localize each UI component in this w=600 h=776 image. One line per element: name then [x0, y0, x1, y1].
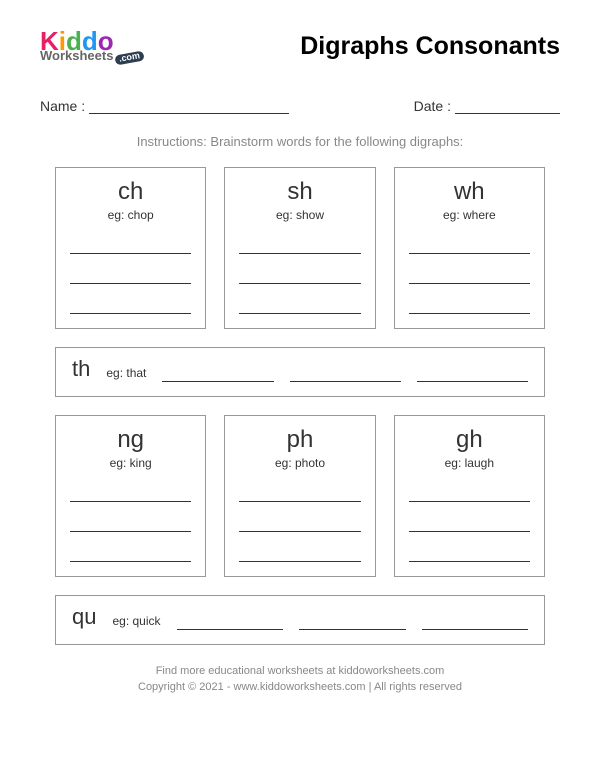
digraph-box-ch: ch eg: chop: [55, 167, 206, 329]
example-text: eg: that: [106, 366, 146, 380]
logo-sub-text: Worksheets: [40, 48, 113, 63]
example-text: eg: laugh: [409, 456, 530, 470]
logo-ext: .com: [115, 51, 145, 66]
digraph-box-ph: ph eg: photo: [224, 415, 375, 577]
footer: Find more educational worksheets at kidd…: [40, 663, 560, 696]
answer-line[interactable]: [70, 266, 191, 284]
digraph-box-gh: gh eg: laugh: [394, 415, 545, 577]
answer-line[interactable]: [299, 612, 406, 630]
page-title: Digraphs Consonants: [300, 32, 560, 61]
answer-line[interactable]: [239, 296, 360, 314]
instructions: Instructions: Brainstorm words for the f…: [40, 134, 560, 149]
example-text: eg: show: [239, 208, 360, 222]
digraph-label: ph: [239, 426, 360, 454]
digraph-box-ng: ng eg: king: [55, 415, 206, 577]
digraph-label: sh: [239, 178, 360, 206]
answer-line[interactable]: [70, 484, 191, 502]
logo-subtitle: Worksheets.com: [40, 50, 144, 63]
digraph-box-sh: sh eg: show: [224, 167, 375, 329]
answer-line[interactable]: [70, 514, 191, 532]
answer-line[interactable]: [417, 364, 528, 382]
date-label: Date :: [414, 98, 451, 114]
worksheet-content: ch eg: chop sh eg: show wh eg: where th …: [40, 167, 560, 645]
answer-line[interactable]: [177, 612, 284, 630]
form-row: Name : Date :: [40, 98, 560, 114]
digraph-box-qu: qu eg: quick: [55, 595, 545, 645]
answer-line[interactable]: [239, 514, 360, 532]
digraph-grid-top: ch eg: chop sh eg: show wh eg: where: [55, 167, 545, 329]
answer-line[interactable]: [70, 236, 191, 254]
name-field: Name :: [40, 98, 289, 114]
answer-line[interactable]: [409, 484, 530, 502]
answer-line[interactable]: [239, 236, 360, 254]
answer-line[interactable]: [239, 544, 360, 562]
logo: Kiddo Worksheets.com: [40, 30, 144, 63]
answer-line[interactable]: [70, 544, 191, 562]
header: Kiddo Worksheets.com Digraphs Consonants: [40, 30, 560, 63]
answer-line[interactable]: [409, 296, 530, 314]
answer-line[interactable]: [239, 266, 360, 284]
digraph-label: ng: [70, 426, 191, 454]
date-input-line[interactable]: [455, 98, 560, 114]
answer-line[interactable]: [409, 544, 530, 562]
digraph-box-th: th eg: that: [55, 347, 545, 397]
answer-line[interactable]: [70, 296, 191, 314]
footer-line-2: Copyright © 2021 - www.kiddoworksheets.c…: [40, 679, 560, 696]
example-text: eg: photo: [239, 456, 360, 470]
answer-line[interactable]: [409, 514, 530, 532]
example-text: eg: chop: [70, 208, 191, 222]
example-text: eg: king: [70, 456, 191, 470]
digraph-label: wh: [409, 178, 530, 206]
date-field: Date :: [414, 98, 560, 114]
name-input-line[interactable]: [89, 98, 289, 114]
digraph-label: gh: [409, 426, 530, 454]
answer-line[interactable]: [409, 266, 530, 284]
example-text: eg: quick: [112, 614, 160, 628]
digraph-grid-bottom: ng eg: king ph eg: photo gh eg: laugh: [55, 415, 545, 577]
answer-line[interactable]: [239, 484, 360, 502]
example-text: eg: where: [409, 208, 530, 222]
answer-line[interactable]: [409, 236, 530, 254]
answer-line[interactable]: [290, 364, 401, 382]
answer-line[interactable]: [422, 612, 529, 630]
digraph-label: ch: [70, 178, 191, 206]
answer-line[interactable]: [162, 364, 273, 382]
name-label: Name :: [40, 98, 85, 114]
footer-line-1: Find more educational worksheets at kidd…: [40, 663, 560, 680]
digraph-label: th: [72, 356, 90, 382]
digraph-label: qu: [72, 604, 96, 630]
digraph-box-wh: wh eg: where: [394, 167, 545, 329]
